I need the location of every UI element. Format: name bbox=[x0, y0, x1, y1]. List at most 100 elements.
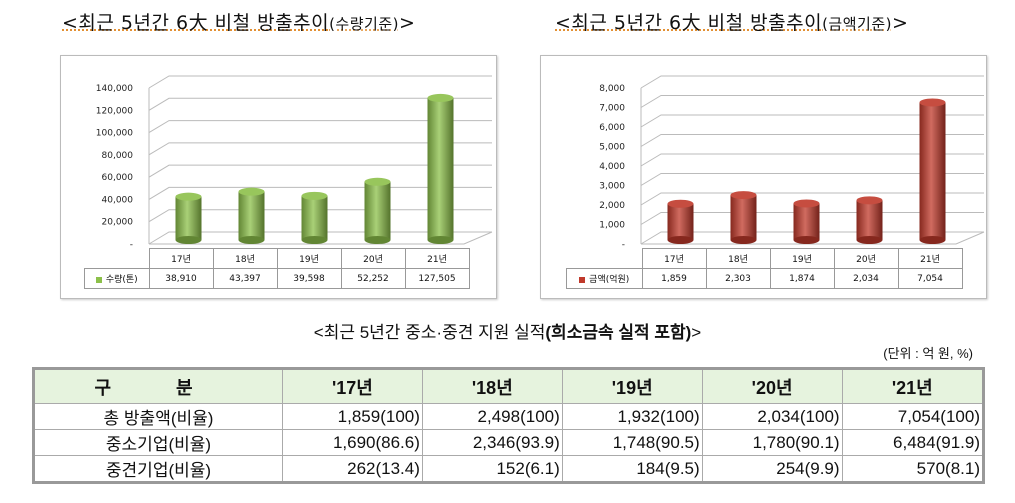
cell: 254(9.9) bbox=[701, 455, 843, 483]
legend-entry: 금액(억원) bbox=[566, 268, 643, 289]
y-tick-label: 140,000 bbox=[96, 84, 133, 94]
legend-swatch bbox=[95, 276, 102, 283]
y-tick-label: 3,000 bbox=[599, 182, 625, 192]
gridline bbox=[640, 173, 984, 186]
bar bbox=[175, 192, 202, 244]
gridline bbox=[640, 114, 984, 128]
table-row: 총 방출액(비율) 1,859(100) 2,498(100) 1,932(10… bbox=[33, 403, 985, 430]
y-tick-label: 5,000 bbox=[599, 143, 625, 153]
category-label: 17년 bbox=[641, 248, 707, 269]
chart1-title: <최근 5년간 6大 비철 방출추이(수량기준)> bbox=[62, 12, 416, 34]
quantity-chart-plot: - 20,000 40,000 60,000 80,000 100,000 120,000 1… bbox=[96, 75, 493, 250]
category-label: 17년 bbox=[148, 248, 214, 269]
cell: 152(6.1) bbox=[421, 455, 563, 483]
data-label: 52,252 bbox=[340, 268, 406, 289]
y-tick-label: 60,000 bbox=[102, 173, 134, 183]
bar bbox=[793, 199, 820, 244]
table-row: 중견기업(비율) 262(13.4) 152(6.1) 184(9.5) 254… bbox=[33, 455, 985, 483]
y-tick-label: 40,000 bbox=[102, 195, 134, 205]
bar bbox=[730, 191, 757, 244]
data-label: 2,034 bbox=[833, 268, 899, 289]
category-label: 20년 bbox=[340, 248, 406, 269]
gridline bbox=[148, 120, 492, 134]
cell: 184(9.5) bbox=[561, 455, 703, 483]
support-table: 구 분 '17년 '18년 '19년 '20년 '21년 총 방출액(비율) 1… bbox=[32, 367, 985, 484]
data-label: 1,874 bbox=[769, 268, 835, 289]
bar bbox=[238, 187, 265, 244]
legend-swatch bbox=[579, 276, 586, 283]
bar bbox=[364, 177, 391, 244]
y-tick-label: 7,000 bbox=[599, 104, 625, 114]
quantity-chart: - 20,000 40,000 60,000 80,000 100,000 120,000 1… bbox=[60, 55, 497, 299]
y-tick-label: 1,000 bbox=[599, 221, 625, 231]
category-label: 18년 bbox=[212, 248, 278, 269]
data-label: 39,598 bbox=[276, 268, 342, 289]
data-label: 43,397 bbox=[212, 268, 278, 289]
cell: 6,484(91.9) bbox=[841, 429, 985, 456]
legend-entry: 수량(톤) bbox=[84, 268, 150, 289]
header-year: '19년 bbox=[561, 368, 703, 404]
category-label: 21년 bbox=[897, 248, 963, 269]
gridline bbox=[148, 142, 492, 156]
category-label: 20년 bbox=[833, 248, 899, 269]
chart2-title: <최근 5년간 6大 비철 방출추이(금액기준)> bbox=[555, 12, 909, 34]
y-tick-label: 8,000 bbox=[599, 84, 625, 94]
row-label: 중소기업(비율) bbox=[33, 429, 283, 456]
y-tick-label: 2,000 bbox=[599, 201, 625, 211]
bar bbox=[301, 191, 328, 244]
cell: 1,748(90.5) bbox=[561, 429, 703, 456]
y-tick-label: 100,000 bbox=[96, 129, 133, 139]
floor-edge bbox=[149, 231, 493, 245]
y-tick-label: - bbox=[622, 240, 625, 250]
gridline bbox=[640, 75, 984, 89]
row-label: 총 방출액(비율) bbox=[33, 403, 283, 430]
y-tick-label: 80,000 bbox=[102, 151, 134, 161]
category-label: 19년 bbox=[276, 248, 342, 269]
bar bbox=[856, 196, 883, 244]
cell: 570(8.1) bbox=[841, 455, 985, 483]
data-label: 7,054 bbox=[897, 268, 963, 289]
unit-note: (단위 : 억 원, %) bbox=[883, 346, 973, 361]
bar bbox=[919, 98, 946, 244]
amount-chart: - 1,000 2,000 3,000 4,000 5,000 6,000 7,000 8,00… bbox=[540, 55, 987, 299]
cell: 262(13.4) bbox=[282, 455, 423, 483]
gridline bbox=[640, 134, 984, 147]
category-label: 18년 bbox=[705, 248, 771, 269]
cell: 1,780(90.1) bbox=[701, 429, 843, 456]
data-label: 127,505 bbox=[404, 268, 470, 289]
cell: 2,034(100) bbox=[701, 403, 843, 430]
cell: 1,859(100) bbox=[282, 403, 423, 430]
y-tick-label: 4,000 bbox=[599, 162, 625, 172]
data-label: 1,859 bbox=[641, 268, 707, 289]
header-category: 구 분 bbox=[33, 368, 283, 404]
category-label: 19년 bbox=[769, 248, 835, 269]
cell: 1,932(100) bbox=[561, 403, 703, 430]
gridline bbox=[640, 192, 984, 206]
cell: 2,498(100) bbox=[421, 403, 563, 430]
cell: 7,054(100) bbox=[841, 403, 985, 430]
table-title: <최근 5년간 중소·중견 지원 실적(희소금속 실적 포함)> bbox=[313, 323, 702, 342]
header-year: '21년 bbox=[841, 368, 985, 404]
y-tick-label: - bbox=[130, 240, 133, 250]
floor-edge bbox=[641, 231, 985, 245]
gridline bbox=[148, 164, 492, 178]
chart-data-table: 17년 18년 19년 20년 21년 수량(톤) 38,910 43,397 39,598 52… bbox=[84, 248, 470, 289]
table-header-row: 구 분 '17년 '18년 '19년 '20년 '21년 bbox=[33, 368, 985, 404]
y-tick-label: 6,000 bbox=[599, 123, 625, 133]
bar bbox=[667, 199, 694, 244]
data-label: 2,303 bbox=[705, 268, 771, 289]
bar bbox=[427, 93, 454, 244]
header-year: '17년 bbox=[282, 368, 423, 404]
row-label: 중견기업(비율) bbox=[33, 455, 283, 483]
header-year: '18년 bbox=[421, 368, 563, 404]
gridline bbox=[640, 153, 984, 167]
gridline bbox=[148, 97, 492, 111]
legend-label: 금액(억원) bbox=[589, 275, 630, 285]
y-tick-label: 20,000 bbox=[102, 218, 134, 228]
header-year: '20년 bbox=[701, 368, 843, 404]
cell: 2,346(93.9) bbox=[421, 429, 563, 456]
y-tick-label: 120,000 bbox=[96, 106, 133, 116]
legend-label: 수량(톤) bbox=[105, 275, 138, 285]
gridline bbox=[640, 95, 984, 108]
